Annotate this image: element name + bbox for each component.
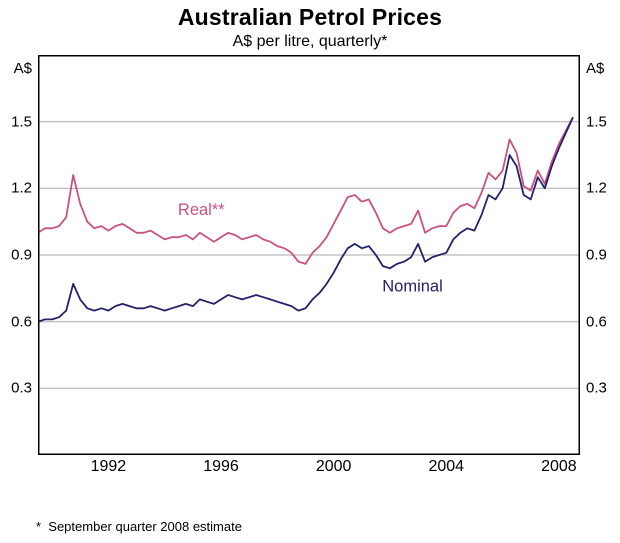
chart-subtitle: A$ per litre, quarterly* xyxy=(232,33,388,50)
y-unit-right: A$ xyxy=(586,60,605,77)
x-tick-label: 2008 xyxy=(541,458,577,475)
plot-area: Real** Nominal xyxy=(38,55,580,455)
x-tick-label: 1992 xyxy=(90,458,127,475)
chart-title: Australian Petrol Prices xyxy=(177,4,443,30)
plot-frame xyxy=(38,55,580,455)
y-axis-left: A$ 0.3 0.6 0.9 1.2 1.5 xyxy=(0,55,38,455)
y-tick-label: 0.6 xyxy=(586,313,607,331)
y-tick-label: 0.9 xyxy=(586,246,607,264)
y-tick-label: 1.2 xyxy=(11,179,32,197)
series-line-real xyxy=(38,116,574,265)
x-tick-label: 1996 xyxy=(203,458,239,475)
y-tick-label: 0.9 xyxy=(11,246,32,264)
x-axis: 1992 1996 2000 2004 2008 xyxy=(0,455,620,479)
x-tick-label: 2004 xyxy=(428,458,465,475)
x-tick-label: 2000 xyxy=(315,458,352,475)
y-unit-left: A$ xyxy=(13,60,32,77)
y-tick-label: 0.6 xyxy=(11,313,32,331)
series-line-nominal xyxy=(38,116,574,323)
y-axis-right: A$ 0.3 0.6 0.9 1.2 1.5 xyxy=(580,55,620,455)
y-tick-label: 1.5 xyxy=(586,113,607,131)
y-tick-label: 1.5 xyxy=(11,113,32,131)
y-tick-label: 0.3 xyxy=(11,379,32,397)
plot-svg: Real** Nominal xyxy=(38,55,580,455)
chart-area: A$ 0.3 0.6 0.9 1.2 1.5 Real** Nominal A$ 0.3 0… xyxy=(0,55,620,455)
series-label-real: Real** xyxy=(178,201,225,219)
series-label-nominal: Nominal xyxy=(382,278,443,296)
y-tick-label: 1.2 xyxy=(586,179,607,197)
footnote-estimate: * September quarter 2008 estimate xyxy=(36,519,242,534)
footnotes: * September quarter 2008 estimate ** Rea… xyxy=(0,479,620,543)
y-tick-label: 0.3 xyxy=(586,379,607,397)
